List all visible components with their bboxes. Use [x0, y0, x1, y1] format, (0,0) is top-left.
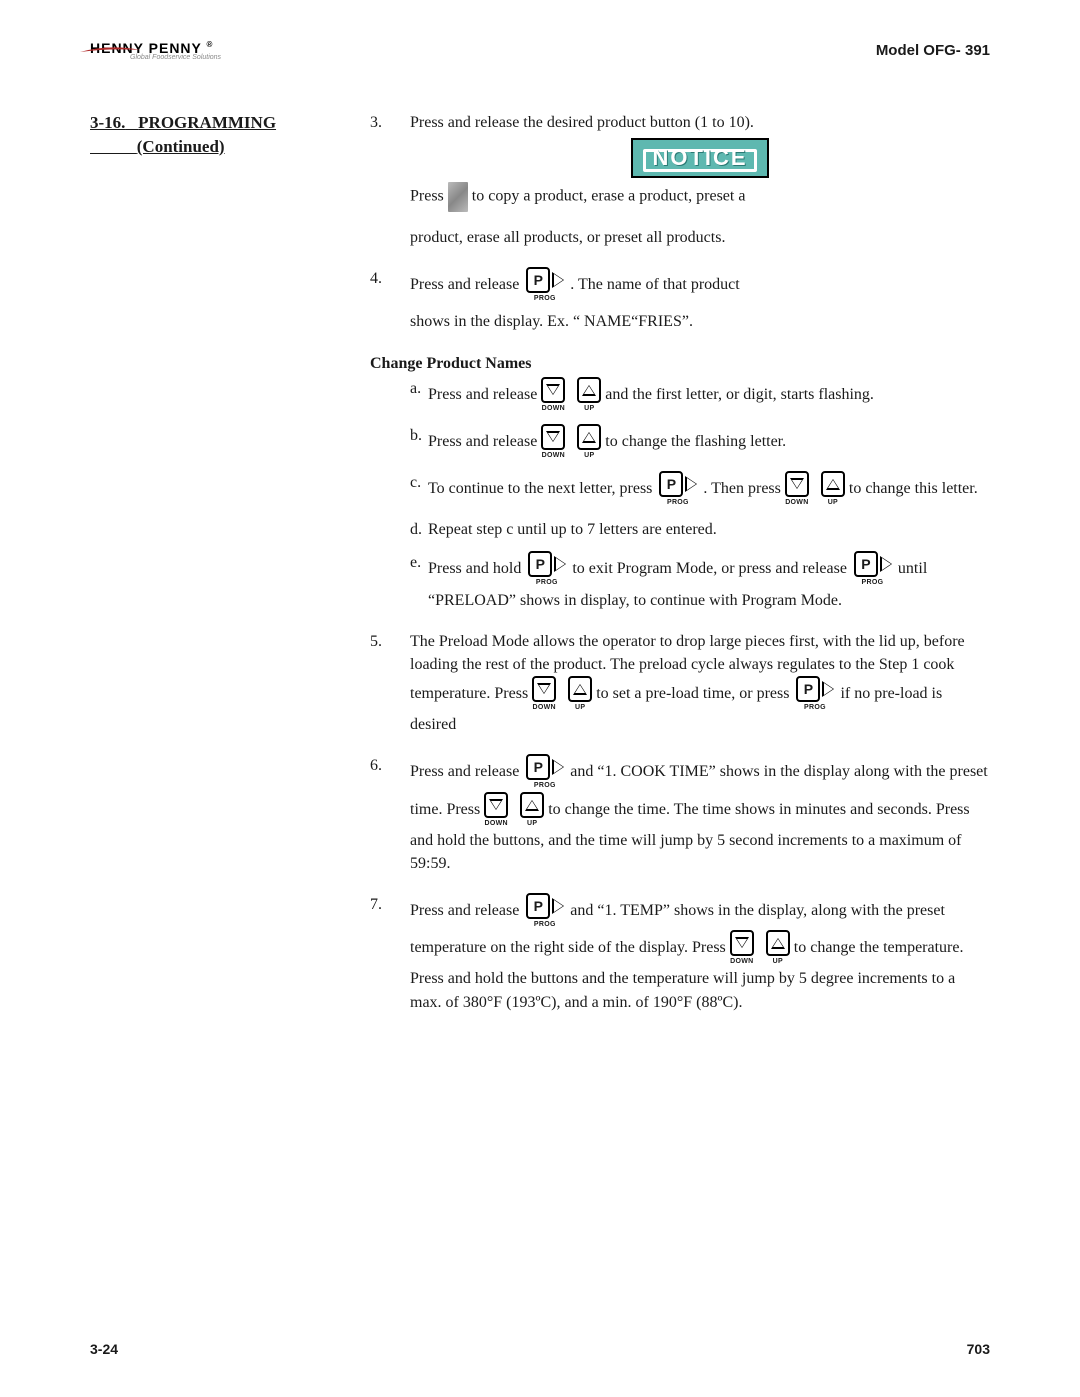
logo: HENNY PENNY ® Global Foodservice Solutio… — [90, 40, 221, 61]
prog-button-icon: PPROG — [525, 551, 568, 588]
step-6: 6. Press and release PPROG and “1. COOK … — [370, 754, 990, 875]
prog-button-icon: PPROG — [656, 471, 699, 508]
copy-product-icon — [448, 182, 468, 212]
up-button-icon: UP — [520, 792, 544, 829]
change-names-heading: Change Product Names — [370, 352, 990, 375]
swoosh-icon — [80, 46, 140, 54]
text: Press and release the desired product bu… — [410, 114, 754, 131]
header: HENNY PENNY ® Global Foodservice Solutio… — [90, 40, 990, 61]
page: HENNY PENNY ® Global Foodservice Solutio… — [0, 0, 1080, 1397]
down-button-icon: DOWN — [541, 424, 565, 461]
up-button-icon: UP — [766, 930, 790, 967]
up-button-icon: UP — [821, 471, 845, 508]
prog-button-icon: PPROG — [851, 551, 894, 588]
notice-badge: NOTICE — [631, 138, 768, 178]
step-7: 7. Press and release PPROG and “1. TEMP”… — [370, 893, 990, 1014]
prog-button-icon: PPROG — [523, 754, 566, 791]
up-button-icon: UP — [577, 424, 601, 461]
down-button-icon: DOWN — [532, 676, 556, 713]
down-button-icon: DOWN — [541, 377, 565, 414]
down-button-icon: DOWN — [484, 792, 508, 829]
model-number: Model OFG- 391 — [876, 42, 990, 59]
change-names-list: a. Press and release DOWN UP and the fir… — [410, 377, 990, 612]
step-4: 4. Press and release P PROG . The name o… — [370, 267, 990, 333]
step-3: 3. Press and release the desired product… — [370, 111, 990, 249]
up-button-icon: UP — [577, 377, 601, 414]
item-e: e. Press and hold PPROG to exit Program … — [410, 551, 990, 611]
section-title: 3-16. PROGRAMMING (Continued) — [90, 111, 340, 159]
prog-button-icon: PPROG — [793, 676, 836, 713]
item-b: b. Press and release DOWN UP to change t… — [410, 424, 990, 461]
page-number-left: 3-24 — [90, 1341, 118, 1357]
step-5: 5. The Preload Mode allows the operator … — [370, 630, 990, 737]
right-column: 3. Press and release the desired product… — [370, 111, 990, 1032]
down-button-icon: DOWN — [785, 471, 809, 508]
item-c: c. To continue to the next letter, press… — [410, 471, 990, 508]
up-button-icon: UP — [568, 676, 592, 713]
item-d: d. Repeat step c until up to 7 letters a… — [410, 518, 990, 541]
prog-button-icon: P PROG — [523, 267, 566, 304]
body: 3-16. PROGRAMMING (Continued) 3. Press a… — [90, 111, 990, 1032]
prog-button-icon: PPROG — [523, 893, 566, 930]
left-column: 3-16. PROGRAMMING (Continued) — [90, 111, 340, 1032]
item-a: a. Press and release DOWN UP and the fir… — [410, 377, 990, 414]
brand-name: HENNY PENNY ® — [90, 40, 221, 56]
down-button-icon: DOWN — [730, 930, 754, 967]
page-number-right: 703 — [967, 1341, 990, 1357]
